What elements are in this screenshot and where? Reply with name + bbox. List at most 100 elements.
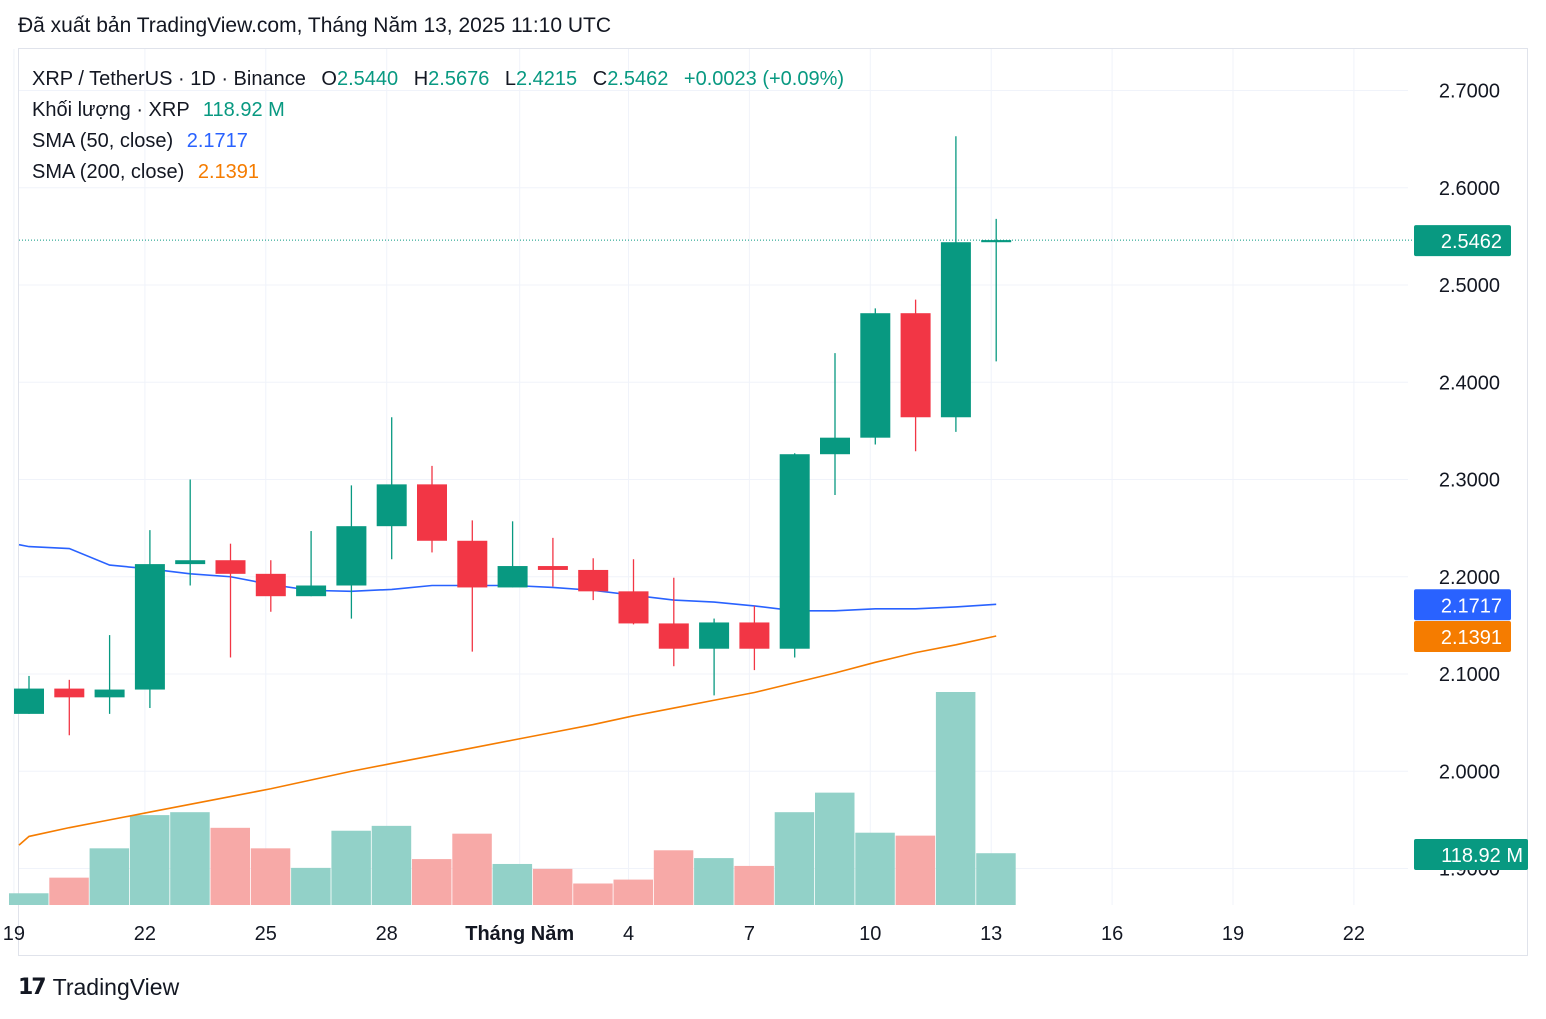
- price-tick-label: 2.1000: [1439, 664, 1500, 686]
- price-tick-label: 2.3000: [1439, 470, 1500, 492]
- time-tick-label: 19: [3, 923, 25, 945]
- time-tick-label: 22: [134, 923, 156, 945]
- candle-body: [175, 560, 206, 565]
- brand-name: TradingView: [52, 974, 180, 1000]
- volume-bar: [49, 877, 89, 905]
- sma50-value: 2.1717: [186, 130, 248, 152]
- price-tick-label: 2.7000: [1439, 81, 1500, 103]
- candle-body: [296, 585, 327, 597]
- open-label: O: [321, 68, 337, 90]
- time-tick-label: 16: [1101, 923, 1123, 945]
- candle-body: [376, 484, 407, 527]
- sma200-badge: 2.1391: [1441, 627, 1502, 649]
- volume-bar: [613, 879, 653, 905]
- volume-bar: [129, 815, 170, 905]
- volume-bar: [573, 883, 613, 905]
- close-value: 2.5462: [607, 68, 669, 90]
- volume-bar: [532, 868, 573, 905]
- sma200-label: SMA (200, close): [32, 161, 185, 183]
- sma50-badge: 2.1717: [1441, 595, 1502, 617]
- candle-body: [94, 689, 125, 698]
- candle-body: [497, 566, 528, 588]
- candlesticks: [14, 136, 1012, 736]
- grid-lines: [13, 49, 1412, 905]
- last-price-badge: 2.5462: [1441, 231, 1502, 253]
- high-value: 2.5676: [428, 68, 490, 90]
- candle-body: [215, 560, 246, 574]
- tradingview-logo-icon: 17: [18, 975, 47, 1000]
- sma50-badge-bg: [1414, 589, 1511, 621]
- volume-label: Khối lượng · XRP: [32, 99, 190, 121]
- time-tick-label: Tháng Năm: [465, 923, 574, 945]
- volume-bar: [694, 858, 734, 905]
- candle-body: [779, 454, 810, 649]
- volume-bars: [9, 692, 1016, 905]
- sma50-label: SMA (50, close): [32, 130, 174, 152]
- published-info: Đã xuất bản TradingView.com, Tháng Năm 1…: [18, 14, 612, 37]
- candle-body: [618, 591, 649, 624]
- volume-bar: [976, 853, 1016, 905]
- candle-body: [940, 242, 971, 418]
- volume-bar: [210, 827, 250, 905]
- sma200-value: 2.1391: [197, 161, 260, 183]
- volume-bar: [935, 692, 976, 905]
- legend-sma200-row[interactable]: SMA (200, close) 2.1391: [32, 157, 844, 188]
- legend-volume-row[interactable]: Khối lượng · XRP 118.92 M: [32, 95, 844, 126]
- low-value: 2.4215: [516, 68, 578, 90]
- candle-body: [14, 688, 44, 714]
- tradingview-logo[interactable]: 17 TradingView: [18, 974, 179, 1001]
- time-tick-label: 7: [744, 923, 755, 945]
- close-label: C: [592, 68, 608, 90]
- legend-sma50-row[interactable]: SMA (50, close) 2.1717: [32, 126, 844, 157]
- candle-body: [981, 240, 1012, 243]
- time-tick-label: 4: [623, 923, 634, 945]
- volume-bar: [734, 865, 774, 905]
- candle-body: [658, 623, 689, 649]
- candle-body: [860, 313, 891, 438]
- legend-ohlc-row: XRP / TetherUS · 1D · Binance O2.5440 H2…: [32, 64, 844, 95]
- chart-legend: XRP / TetherUS · 1D · Binance O2.5440 H2…: [32, 64, 844, 188]
- candle-body: [537, 566, 568, 570]
- volume-bar: [653, 850, 694, 905]
- volume-bar: [9, 893, 49, 905]
- candle-body: [255, 573, 286, 597]
- price-tick-label: 2.0000: [1439, 761, 1500, 783]
- volume-bar: [89, 848, 130, 905]
- time-axis: 19 22 25 28 Tháng Năm 4 7 10 13 16 19 22: [3, 923, 1365, 945]
- volume-badge: 118.92 M: [1441, 845, 1523, 867]
- sma200-line: [18, 635, 997, 846]
- time-tick-label: 25: [255, 923, 277, 945]
- volume-bar: [331, 830, 371, 905]
- chart-frame[interactable]: [18, 48, 1528, 956]
- candle-body: [457, 540, 488, 588]
- candle-body: [699, 622, 730, 649]
- price-tick-label: 2.2000: [1439, 567, 1500, 589]
- volume-bar: [170, 812, 210, 905]
- time-tick-label: 22: [1343, 923, 1365, 945]
- volume-bar: [291, 867, 331, 905]
- price-axis: 2.7000 2.6000 2.5000 2.4000 2.3000 2.2000 2.10…: [1414, 81, 1528, 881]
- volume-bar: [371, 825, 412, 905]
- open-value: 2.5440: [336, 68, 399, 90]
- change-value: +0.0023 (+0.09%): [683, 68, 845, 90]
- symbol-info[interactable]: XRP / TetherUS · 1D · Binance: [32, 68, 306, 90]
- volume-bar: [492, 863, 533, 905]
- candle-body: [820, 437, 850, 455]
- volume-bar: [895, 835, 936, 905]
- volume-bar: [774, 812, 815, 905]
- candle-body: [54, 688, 85, 698]
- time-tick-label: 10: [859, 923, 881, 945]
- volume-bar: [815, 792, 855, 905]
- price-tick-label: 2.6000: [1439, 178, 1500, 200]
- candle-body: [134, 564, 165, 690]
- volume-value: 118.92 M: [202, 99, 285, 121]
- time-tick-label: 28: [376, 923, 398, 945]
- time-tick-label: 19: [1222, 923, 1244, 945]
- candle-body: [900, 313, 931, 418]
- candle-body: [739, 622, 770, 649]
- sma200-badge-bg: [1414, 620, 1511, 652]
- price-tick-label: 2.4000: [1439, 372, 1500, 394]
- price-tick-label: 2.5000: [1439, 275, 1500, 297]
- volume-bar: [452, 833, 492, 905]
